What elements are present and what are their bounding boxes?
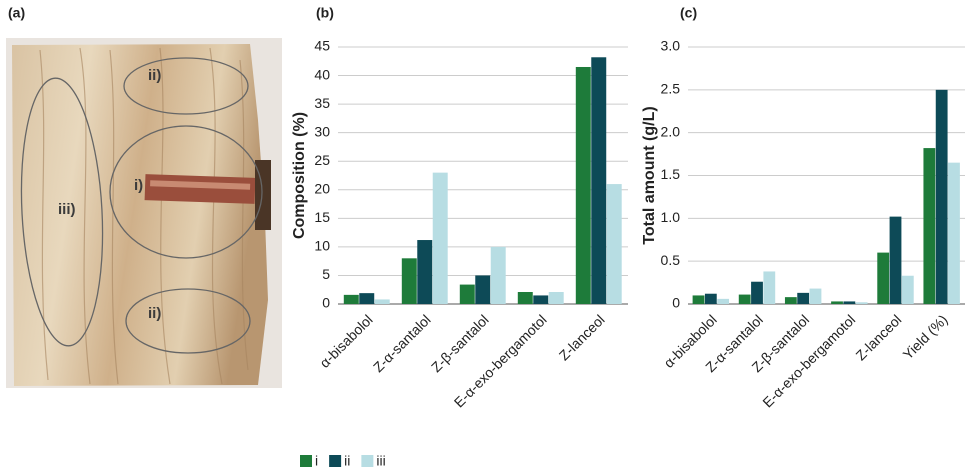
region-label: iii) — [58, 201, 76, 218]
y-tick-label: 30 — [314, 123, 330, 139]
x-tick-label: Z-lanceol — [852, 311, 904, 363]
y-tick-label: 10 — [314, 238, 330, 254]
bar — [459, 284, 475, 304]
y-tick-label: 5 — [322, 266, 330, 282]
bar — [490, 246, 506, 304]
wood-photo — [6, 38, 282, 388]
x-tick-label: Z-lanceol — [556, 311, 608, 363]
bar — [877, 252, 890, 304]
y-tick-label: 2.5 — [661, 81, 681, 97]
panel-label: (b) — [316, 5, 334, 21]
bar — [374, 299, 390, 304]
bar — [935, 89, 948, 304]
y-tick-label: 3.0 — [661, 38, 681, 54]
legend-swatch — [300, 455, 312, 467]
x-tick-label: E-α-exo-bergamotol — [759, 311, 858, 410]
bar — [548, 292, 564, 304]
y-tick-label: 40 — [314, 66, 330, 82]
bar — [948, 162, 960, 304]
bar — [432, 172, 448, 304]
x-tick-label: Yield (%) — [900, 311, 951, 362]
y-tick-label: 15 — [314, 209, 330, 225]
x-tick-label: α-bisabolol — [316, 311, 375, 370]
bar — [401, 258, 417, 304]
y-tick-label: 0.5 — [661, 252, 681, 268]
legend-label: iii — [376, 453, 385, 469]
bar — [704, 293, 717, 304]
bar — [843, 301, 856, 304]
bar — [343, 294, 359, 304]
panel-label: (a) — [8, 5, 25, 21]
bar — [901, 275, 914, 304]
bar — [889, 216, 902, 304]
bar — [809, 288, 822, 304]
bar — [533, 295, 549, 304]
panel-label: (c) — [680, 5, 697, 21]
bar — [751, 281, 763, 304]
bar — [923, 148, 936, 304]
legend-swatch — [329, 455, 342, 467]
legend: i ii iii — [300, 453, 386, 469]
bar — [797, 292, 810, 304]
region-label: i) — [134, 177, 143, 194]
bar — [763, 271, 776, 304]
bar — [475, 275, 491, 304]
bar — [359, 293, 375, 304]
legend-label: ii — [344, 453, 350, 469]
bar — [606, 184, 622, 304]
y-tick-label: 0 — [672, 295, 680, 311]
bar — [831, 301, 843, 304]
x-tick-label: Z-α-santalol — [370, 311, 434, 375]
y-tick-label: 1.0 — [661, 209, 681, 225]
region-label: ii) — [148, 67, 161, 84]
y-tick-label: 0 — [322, 295, 330, 311]
y-axis-title: Composition (%) — [291, 112, 308, 239]
y-tick-label: 20 — [314, 180, 330, 196]
bar — [855, 302, 868, 304]
y-axis-title: Total amount (g/L) — [641, 106, 658, 244]
bar — [575, 66, 591, 304]
bar — [591, 57, 607, 304]
y-tick-label: 35 — [314, 95, 330, 111]
legend-swatch — [361, 455, 374, 467]
y-tick-label: 2.0 — [661, 123, 681, 139]
bar — [692, 295, 705, 304]
region-label: ii) — [148, 305, 161, 322]
bar — [717, 298, 730, 304]
y-tick-label: 1.5 — [661, 166, 681, 182]
bar — [738, 294, 751, 304]
bar — [517, 292, 533, 304]
x-tick-label: Z-β-santalol — [428, 311, 492, 375]
y-tick-label: 45 — [314, 38, 330, 54]
y-tick-label: 25 — [314, 152, 330, 168]
bar — [417, 240, 433, 304]
legend-label: i — [315, 453, 318, 469]
bar — [784, 297, 797, 304]
